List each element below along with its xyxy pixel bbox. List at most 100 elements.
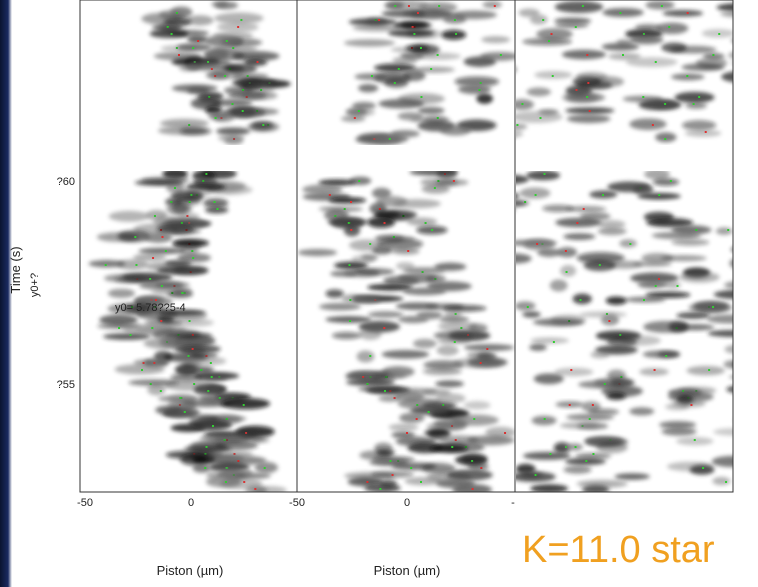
track-dot bbox=[550, 33, 553, 35]
fringe-blob bbox=[435, 380, 464, 388]
x-axis-label: Piston (µm) bbox=[374, 563, 441, 578]
fringe-blob bbox=[652, 100, 676, 109]
fringe-blob bbox=[402, 70, 426, 82]
fringe-blob bbox=[646, 218, 694, 228]
fringe-blob bbox=[661, 42, 687, 53]
fringe-blob bbox=[212, 98, 253, 107]
track-dot bbox=[420, 96, 423, 98]
fringe-blob bbox=[116, 259, 149, 270]
track-dot bbox=[642, 33, 645, 35]
fringe-blob bbox=[352, 24, 402, 32]
track-dot bbox=[225, 418, 228, 420]
track-dot bbox=[166, 26, 169, 28]
fringe-blob bbox=[730, 39, 733, 43]
track-dot bbox=[216, 208, 219, 210]
fringe-blob bbox=[729, 258, 733, 268]
fringe-blob bbox=[516, 463, 536, 475]
fringe-blob bbox=[689, 464, 715, 475]
fringe-blob bbox=[516, 193, 520, 200]
fringe-blob bbox=[353, 268, 395, 276]
fringe-blob bbox=[739, 407, 757, 416]
track-dot bbox=[181, 292, 184, 294]
track-dot bbox=[471, 488, 474, 490]
fringe-blob bbox=[727, 51, 733, 59]
fringe-blob bbox=[404, 476, 442, 486]
track-dot bbox=[164, 250, 167, 252]
track-dot bbox=[177, 54, 180, 56]
track-dot bbox=[191, 348, 194, 350]
track-dot bbox=[501, 208, 503, 210]
fringe-blob bbox=[566, 92, 606, 103]
track-dot bbox=[175, 12, 178, 14]
fringe-blob bbox=[156, 223, 195, 235]
fringe-blob bbox=[330, 270, 358, 277]
fringe-blob bbox=[481, 36, 511, 44]
track-dot bbox=[141, 369, 144, 371]
fringe-blob bbox=[172, 238, 210, 248]
fringe-blob bbox=[534, 71, 573, 79]
fringe-blob bbox=[716, 3, 733, 12]
track-dot bbox=[254, 488, 257, 490]
track-dot bbox=[207, 390, 210, 392]
fringe-blob bbox=[483, 135, 499, 142]
fringe-blob bbox=[163, 406, 200, 419]
track-dot bbox=[154, 299, 157, 301]
fringe-blob bbox=[402, 287, 447, 296]
fringe-blob bbox=[565, 443, 583, 451]
track-dot bbox=[245, 432, 248, 434]
x-tick-label: - bbox=[511, 497, 515, 509]
fringe-blob bbox=[173, 287, 193, 296]
fringe-blob bbox=[560, 265, 577, 277]
fringe-blob bbox=[565, 205, 607, 213]
track-dot bbox=[651, 124, 654, 126]
track-dot bbox=[357, 110, 360, 112]
track-dot bbox=[233, 453, 236, 455]
fringe-blob bbox=[467, 462, 489, 471]
track-dot bbox=[188, 201, 191, 203]
track-dot bbox=[751, 376, 753, 378]
track-dot bbox=[516, 124, 519, 126]
fringe-blob bbox=[465, 217, 509, 227]
fringe-blob bbox=[530, 337, 570, 344]
fringe-blob bbox=[651, 231, 702, 240]
fringe-blob bbox=[576, 252, 625, 264]
track-dot bbox=[570, 369, 573, 371]
fringe-blob bbox=[635, 23, 661, 31]
fringe-blob bbox=[388, 423, 419, 431]
fringe-blob bbox=[655, 132, 677, 143]
track-dot bbox=[654, 285, 657, 287]
fringe-blob bbox=[377, 238, 424, 250]
fringe-blob bbox=[463, 401, 491, 410]
fringe-blob bbox=[222, 106, 266, 119]
fringe-blob bbox=[652, 178, 680, 186]
fringe-blob bbox=[327, 218, 369, 226]
track-dot bbox=[383, 222, 386, 224]
track-dot bbox=[358, 180, 361, 182]
fringe-blob bbox=[629, 407, 655, 416]
track-dot bbox=[350, 229, 353, 231]
track-dot bbox=[478, 89, 481, 91]
fringe-blob bbox=[563, 233, 596, 240]
fringe-blob bbox=[319, 302, 362, 311]
fringe-blob bbox=[433, 331, 475, 340]
fringe-blob bbox=[676, 312, 711, 319]
track-dot bbox=[362, 376, 365, 378]
fringe-blob bbox=[662, 9, 704, 17]
track-dot bbox=[427, 411, 430, 413]
track-dot bbox=[161, 236, 164, 238]
fringe-blob bbox=[597, 227, 627, 236]
fringe-blob bbox=[220, 467, 253, 479]
track-dot bbox=[712, 306, 715, 308]
track-dot bbox=[642, 96, 645, 98]
fringe-blob bbox=[720, 10, 733, 18]
track-dot bbox=[237, 26, 240, 28]
track-dot bbox=[186, 215, 189, 217]
fringe-blob bbox=[208, 111, 229, 121]
fringe-blob bbox=[674, 91, 715, 103]
fringe-blob bbox=[637, 192, 681, 200]
fringe-blob bbox=[522, 451, 571, 460]
fringe-blob bbox=[164, 259, 192, 267]
track-dot bbox=[149, 278, 152, 280]
fringe-blob bbox=[676, 437, 714, 446]
track-dot bbox=[608, 320, 611, 322]
